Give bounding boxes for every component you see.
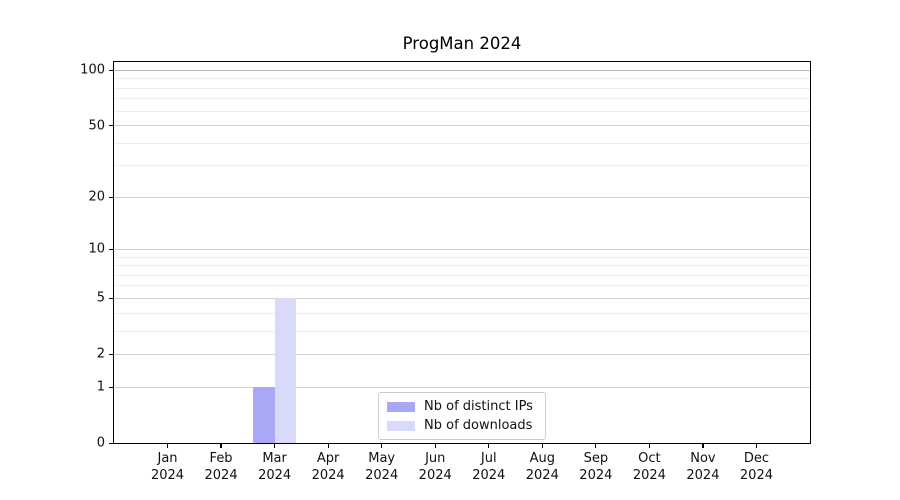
major-gridline [114, 248, 810, 250]
legend-swatch-nb-of-distinct-ips [387, 401, 415, 412]
x-tick-mark [648, 444, 651, 448]
legend-label: Nb of distinct IPs [424, 399, 533, 414]
x-tick-mark [755, 444, 758, 448]
y-tick-label: 2 [96, 346, 105, 362]
major-gridline [114, 297, 810, 299]
x-tick-label: Jan 2024 [150, 451, 185, 483]
y-tick-label: 100 [80, 62, 105, 78]
chart-title: ProgMan 2024 [402, 34, 522, 53]
x-tick-label: Aug 2024 [525, 451, 559, 483]
legend-entry-nb-of-downloads: Nb of downloads [387, 416, 537, 435]
x-tick-mark [541, 444, 543, 448]
y-tick-label: 20 [88, 189, 105, 205]
minor-gridline [114, 285, 810, 287]
y-tick-label: 50 [88, 118, 105, 134]
minor-gridline [114, 98, 810, 100]
y-tick-mark [109, 442, 113, 444]
x-tick-mark [166, 444, 169, 448]
x-tick-mark [595, 444, 597, 448]
minor-gridline [114, 265, 810, 267]
legend-label: Nb of downloads [424, 418, 533, 433]
plot-area [114, 62, 810, 443]
x-tick-mark [488, 444, 490, 448]
x-tick-label: Sep 2024 [579, 451, 613, 483]
y-tick-mark [109, 248, 113, 251]
x-tick-label: May 2024 [365, 451, 399, 483]
x-tick-mark [434, 444, 436, 448]
minor-gridline [114, 165, 810, 167]
major-gridline [114, 125, 810, 127]
y-tick-mark [109, 297, 113, 300]
y-tick-mark [109, 353, 113, 356]
x-tick-label: Jun 2024 [418, 451, 452, 483]
bar-nb-of-downloads-mar-2024 [274, 298, 297, 443]
y-tick-mark [109, 69, 113, 72]
minor-gridline [114, 256, 810, 258]
y-tick-label: 1 [96, 379, 105, 395]
x-tick-mark [702, 444, 704, 448]
legend-swatch-nb-of-downloads [387, 420, 415, 431]
major-gridline [114, 69, 810, 71]
y-tick-mark [109, 125, 113, 127]
minor-gridline [114, 330, 810, 332]
x-tick-label: Dec 2024 [739, 451, 773, 483]
minor-gridline [114, 312, 810, 314]
x-tick-mark [381, 444, 383, 448]
major-gridline [114, 196, 810, 198]
legend: Nb of distinct IPs Nb of downloads [378, 392, 546, 440]
y-tick-mark [109, 386, 113, 388]
minor-gridline [114, 78, 810, 80]
y-tick-label: 5 [96, 290, 105, 306]
minor-gridline [114, 87, 810, 89]
x-tick-label: Apr 2024 [311, 451, 345, 483]
x-tick-label: Oct 2024 [632, 451, 666, 483]
y-tick-label: 10 [88, 241, 105, 257]
x-tick-mark [220, 444, 222, 448]
minor-gridline [114, 110, 810, 112]
x-tick-mark [273, 444, 276, 448]
x-tick-label: Mar 2024 [258, 451, 292, 483]
major-gridline [114, 353, 810, 355]
major-gridline [114, 386, 810, 388]
bar-nb-of-distinct-ips-mar-2024 [253, 387, 275, 443]
x-tick-label: Feb 2024 [204, 451, 238, 483]
y-tick-label: 0 [96, 435, 105, 451]
x-tick-label: Jul 2024 [472, 451, 506, 483]
legend-entry-nb-of-distinct-ips: Nb of distinct IPs [387, 397, 537, 416]
minor-gridline [114, 274, 810, 276]
x-tick-mark [327, 444, 329, 448]
y-tick-mark [109, 196, 113, 198]
x-tick-label: Nov 2024 [686, 451, 720, 483]
minor-gridline [114, 142, 810, 144]
